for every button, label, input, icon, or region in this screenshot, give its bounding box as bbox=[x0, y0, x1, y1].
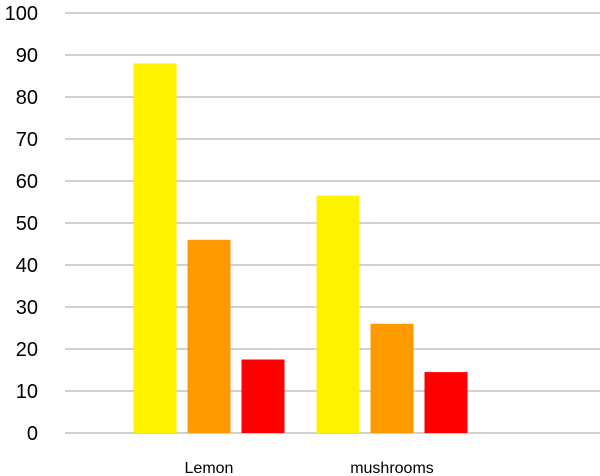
y-tick-label: 80 bbox=[16, 87, 38, 109]
bar-lemon-series-3 bbox=[241, 359, 285, 433]
y-tick-label: 50 bbox=[16, 213, 38, 235]
y-tick-label: 30 bbox=[16, 297, 38, 319]
x-tick-label: mushrooms bbox=[350, 460, 434, 476]
y-tick-label: 40 bbox=[16, 255, 38, 277]
y-tick-label: 100 bbox=[5, 3, 38, 25]
bar-mushrooms-series-2 bbox=[370, 323, 414, 433]
y-tick-label: 0 bbox=[27, 423, 38, 445]
y-tick-label: 70 bbox=[16, 129, 38, 151]
y-tick-label: 60 bbox=[16, 171, 38, 193]
bar-lemon-series-1 bbox=[133, 63, 177, 434]
x-tick-label: Lemon bbox=[185, 460, 234, 476]
y-tick-label: 90 bbox=[16, 45, 38, 67]
bar-lemon-series-2 bbox=[187, 239, 231, 433]
y-tick-label: 20 bbox=[16, 339, 38, 361]
x-axis-ticks: Lemon mushrooms bbox=[185, 460, 434, 476]
bar-mushrooms-series-3 bbox=[424, 372, 468, 433]
bars bbox=[133, 63, 468, 434]
bar-mushrooms-series-1 bbox=[316, 195, 360, 433]
y-axis-ticks: 0 10 20 30 40 50 60 70 80 90 100 bbox=[5, 3, 38, 445]
y-tick-label: 10 bbox=[16, 381, 38, 403]
